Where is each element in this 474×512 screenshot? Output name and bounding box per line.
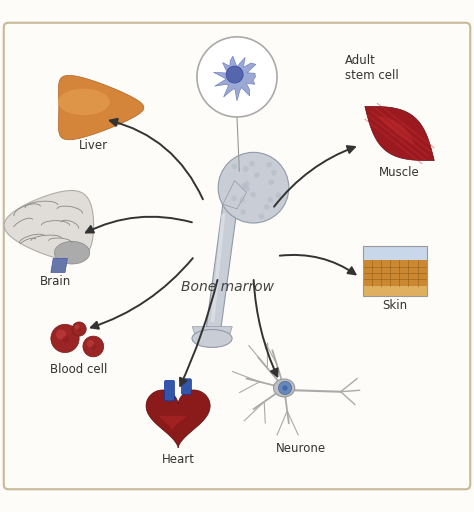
Circle shape	[83, 336, 104, 357]
Text: Blood cell: Blood cell	[50, 364, 108, 376]
Polygon shape	[223, 181, 246, 209]
Circle shape	[278, 381, 292, 395]
Circle shape	[274, 167, 280, 173]
Polygon shape	[206, 204, 237, 331]
Circle shape	[91, 345, 96, 350]
Circle shape	[266, 163, 272, 168]
Ellipse shape	[55, 241, 90, 264]
Ellipse shape	[273, 379, 295, 397]
Circle shape	[263, 181, 268, 187]
Circle shape	[257, 160, 263, 165]
Polygon shape	[58, 75, 144, 140]
Text: Adult
stem cell: Adult stem cell	[346, 54, 399, 81]
FancyBboxPatch shape	[164, 380, 174, 401]
Text: Heart: Heart	[162, 453, 195, 466]
Circle shape	[218, 153, 289, 223]
Circle shape	[249, 162, 255, 167]
Circle shape	[242, 206, 247, 212]
Text: Bone marrow: Bone marrow	[181, 280, 274, 293]
FancyBboxPatch shape	[363, 260, 427, 286]
Polygon shape	[377, 116, 415, 145]
Text: Liver: Liver	[79, 139, 108, 152]
Polygon shape	[210, 214, 225, 322]
Circle shape	[197, 37, 277, 117]
Circle shape	[246, 184, 251, 189]
Circle shape	[62, 336, 69, 343]
Circle shape	[250, 193, 256, 199]
Circle shape	[87, 340, 94, 347]
Circle shape	[75, 325, 80, 330]
Polygon shape	[4, 190, 94, 260]
FancyBboxPatch shape	[363, 246, 427, 260]
Polygon shape	[146, 390, 210, 448]
Circle shape	[78, 328, 81, 331]
Text: Muscle: Muscle	[379, 166, 420, 180]
Circle shape	[245, 186, 251, 191]
Circle shape	[247, 178, 253, 183]
Circle shape	[234, 176, 239, 181]
Text: Brain: Brain	[40, 275, 71, 288]
Circle shape	[72, 322, 86, 336]
Circle shape	[231, 206, 237, 212]
Circle shape	[51, 324, 79, 353]
Polygon shape	[51, 259, 67, 272]
Circle shape	[56, 330, 66, 339]
Polygon shape	[58, 89, 110, 115]
Polygon shape	[192, 327, 232, 341]
Circle shape	[283, 386, 288, 391]
Circle shape	[226, 66, 243, 83]
Circle shape	[258, 212, 264, 218]
Circle shape	[233, 165, 238, 170]
Circle shape	[232, 195, 237, 201]
Polygon shape	[365, 106, 434, 161]
Text: Neurone: Neurone	[275, 442, 326, 455]
Text: Skin: Skin	[383, 300, 408, 312]
Polygon shape	[214, 56, 256, 101]
Circle shape	[265, 189, 271, 195]
FancyBboxPatch shape	[182, 379, 191, 394]
Polygon shape	[159, 416, 186, 431]
Ellipse shape	[192, 330, 232, 348]
FancyBboxPatch shape	[363, 286, 427, 296]
Circle shape	[264, 195, 270, 201]
Circle shape	[265, 206, 271, 212]
FancyBboxPatch shape	[4, 23, 470, 489]
